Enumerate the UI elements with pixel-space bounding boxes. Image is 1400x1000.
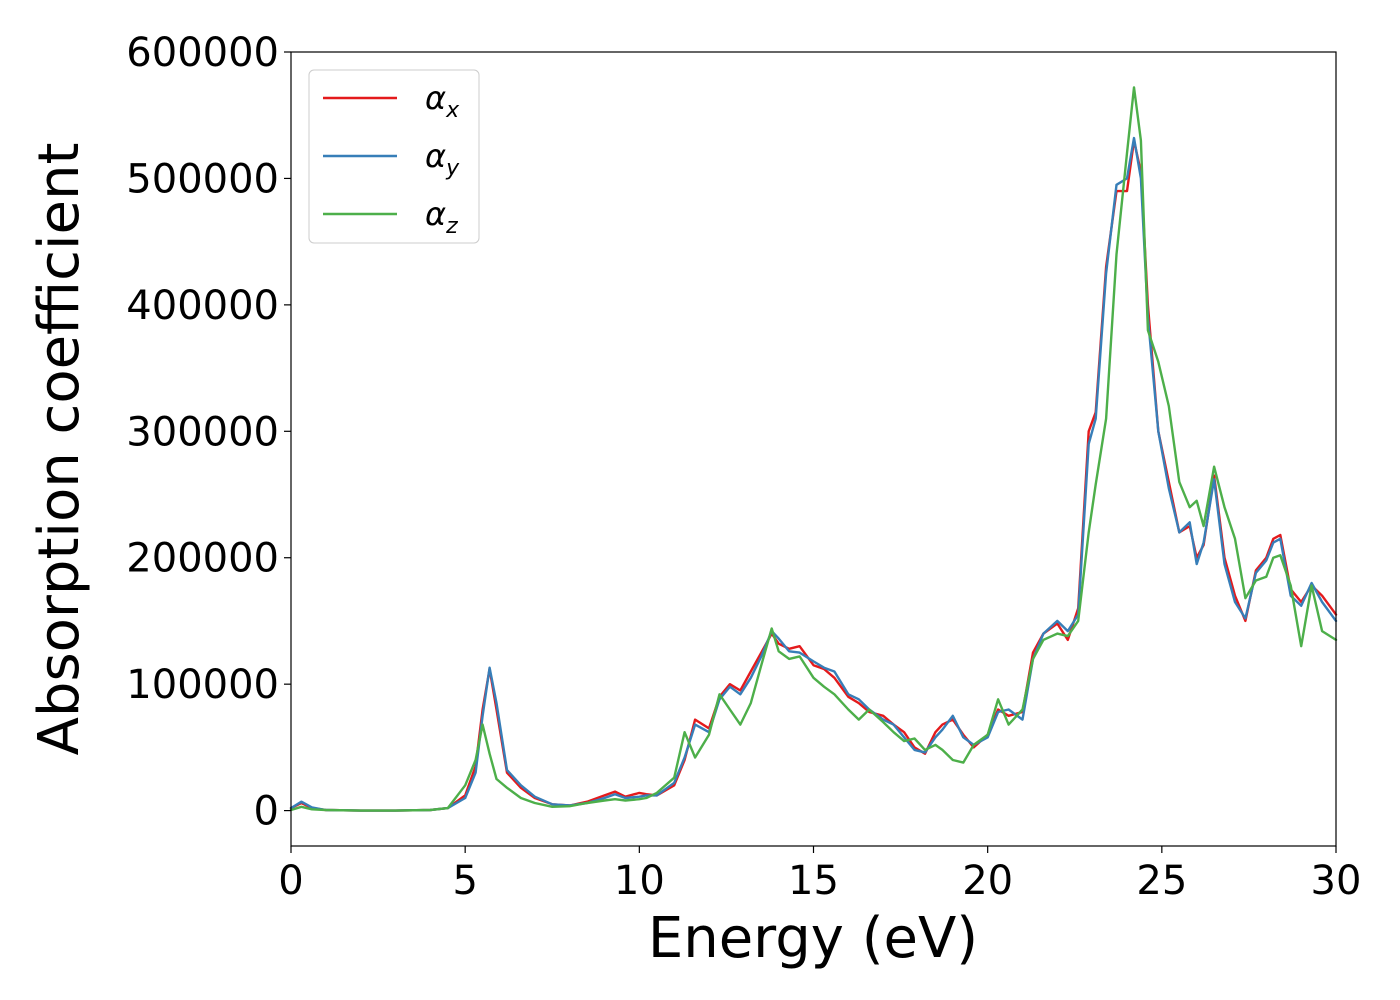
series-line-z xyxy=(289,86,1338,812)
x-tick-label: 30 xyxy=(1311,858,1362,904)
y-tick-label: 500000 xyxy=(126,156,279,202)
y-tick-label: 400000 xyxy=(126,283,279,329)
x-tick-label: 15 xyxy=(788,858,839,904)
x-tick-label: 10 xyxy=(614,858,665,904)
y-axis: 0 100000 200000 300000 400000 500000 600000 xyxy=(126,30,291,835)
x-tick-label: 0 xyxy=(278,858,303,904)
y-axis-title: Absorption coefficient xyxy=(27,143,92,756)
x-tick-label: 5 xyxy=(452,858,477,904)
series-layer xyxy=(289,86,1338,812)
legend-label-y: αy xyxy=(425,137,460,181)
y-tick-label: 600000 xyxy=(126,30,279,76)
legend: αx αy αz xyxy=(308,69,480,244)
x-tick-label: 20 xyxy=(962,858,1013,904)
x-axis-title: Energy (eV) xyxy=(648,906,978,971)
y-tick-label: 300000 xyxy=(126,409,279,455)
y-tick-label: 200000 xyxy=(126,536,279,582)
legend-label-z: αz xyxy=(425,195,458,239)
x-tick-label: 25 xyxy=(1136,858,1187,904)
series-line-y xyxy=(289,136,1338,812)
y-tick-label: 0 xyxy=(254,789,279,835)
y-tick-label: 100000 xyxy=(126,662,279,708)
legend-label-x: αx xyxy=(425,79,460,123)
x-axis: 0 5 10 15 20 25 30 xyxy=(278,846,1361,904)
